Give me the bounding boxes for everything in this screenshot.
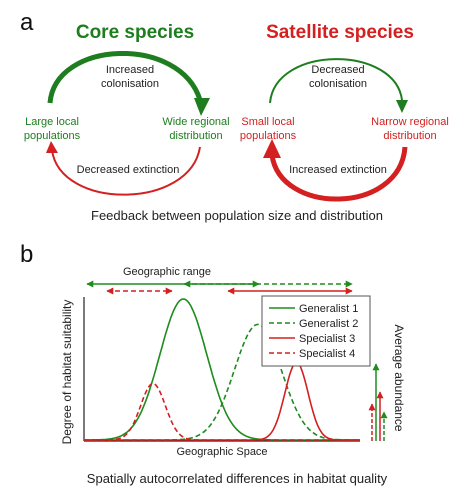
satellite-species-title: Satellite species [266,22,414,43]
panel-a-label: a [20,9,34,36]
y-axis-label: Degree of habitat suitability [60,300,74,445]
satellite-extinction-arrowhead [263,139,281,158]
satellite-colonisation-arrow [269,58,403,104]
right-axis-label: Average abundance [392,324,406,432]
curve-specialist-3 [84,361,360,441]
panel-a-caption: Feedback between population size and dis… [91,208,383,223]
core-right-line2: distribution [169,130,222,142]
core-left-line2: populations [24,130,81,142]
satellite-left-line2: populations [240,130,297,142]
legend-label-generalist-2: Generalist 2 [299,318,358,330]
satellite-right-line2: distribution [383,130,436,142]
satellite-colonisation-arrowhead [396,100,408,113]
core-top-line2: colonisation [101,78,159,90]
satellite-top-line2: colonisation [309,78,367,90]
core-top-line1: Increased [106,64,154,76]
curve-specialist-4 [84,382,360,441]
curves-group [84,298,360,441]
satellite-bottom-label: Increased extinction [289,164,387,176]
legend-label-specialist-3: Specialist 3 [299,333,355,345]
core-species-title: Core species [76,22,194,43]
panel-b-label: b [20,241,33,268]
legend-label-generalist-1: Generalist 1 [299,303,358,315]
curve-generalist-2 [84,323,360,441]
satellite-right-line1: Narrow regional [371,116,449,128]
core-right-line1: Wide regional [162,116,229,128]
core-colonisation-arrow [47,50,203,104]
satellite-left-line1: Small local [241,116,294,128]
legend-label-specialist-4: Specialist 4 [299,348,355,360]
satellite-extinction-arrow [269,146,408,202]
core-colonisation-arrowhead [194,98,210,116]
x-axis-label: Geographic Space [176,446,267,458]
satellite-top-line1: Decreased [311,64,364,76]
core-left-line1: Large local [25,116,79,128]
range-label: Geographic range [123,266,211,278]
core-extinction-arrow [51,146,201,196]
panel-b-caption: Spatially autocorrelated differences in … [87,471,388,486]
core-extinction-arrowhead [46,141,58,153]
core-bottom-label: Decreased extinction [77,164,180,176]
